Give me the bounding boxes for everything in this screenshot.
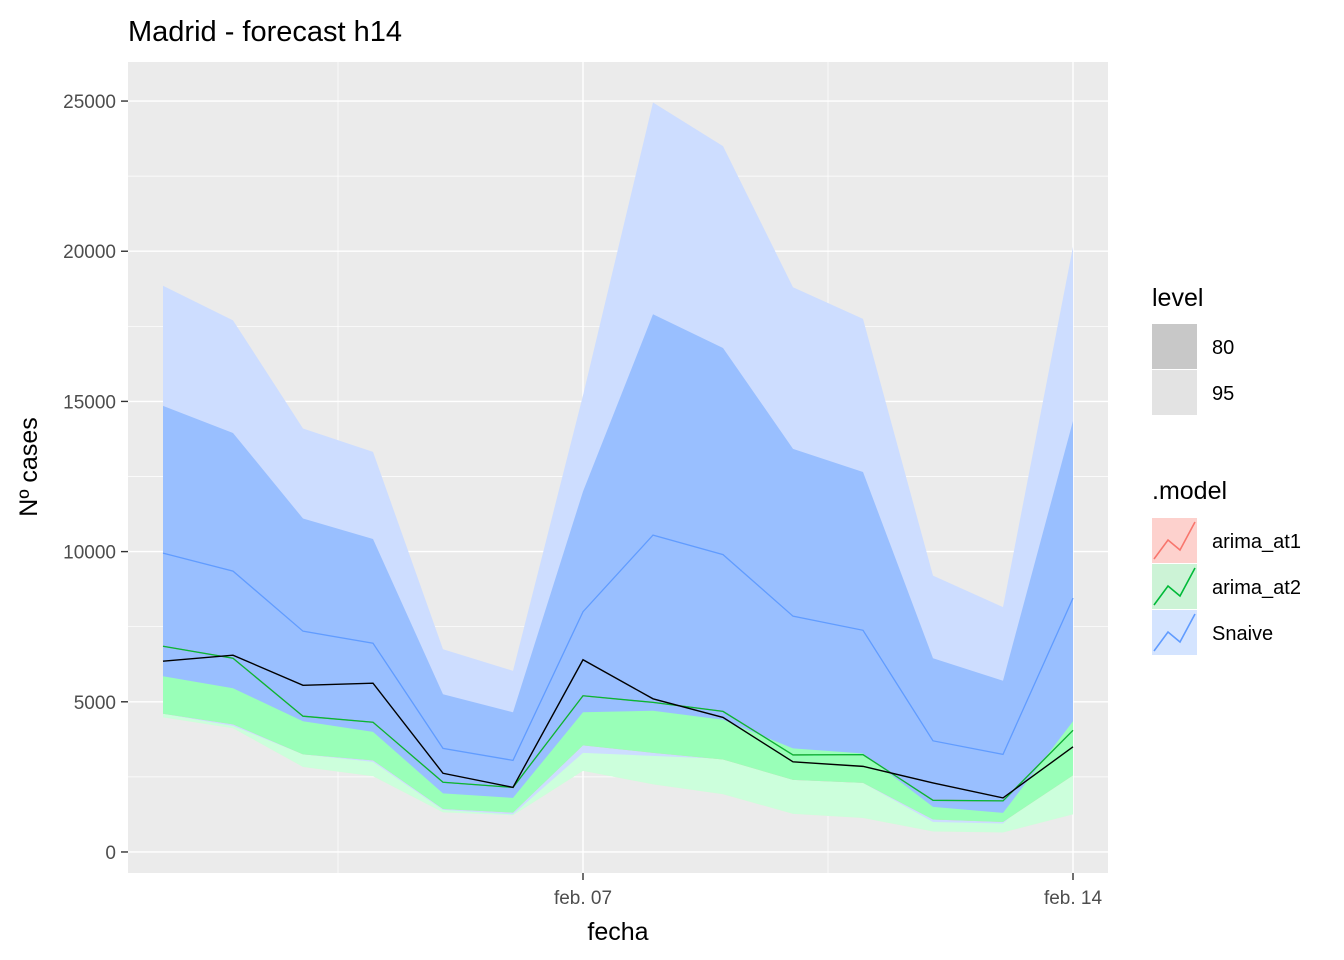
legend-key-fill: [1152, 610, 1197, 655]
y-tick-label: 25000: [63, 92, 116, 113]
legend-key-line: [1153, 521, 1196, 560]
legend-label-model: arima_at2: [1212, 577, 1301, 599]
line-snaive: [162, 534, 1074, 762]
forecast-intervals: [163, 102, 1073, 833]
y-tick-label: 0: [105, 843, 116, 864]
legend-key-level: [1152, 324, 1197, 369]
legend-key-level: [1152, 370, 1197, 415]
x-tick-label: feb. 07: [554, 888, 612, 909]
legend-key-line: [1153, 567, 1196, 606]
legend-title-model: .model: [1152, 477, 1227, 505]
forecast-lines: [162, 534, 1074, 802]
y-axis-title: Nº cases: [15, 417, 43, 516]
legend-key-fill: [1152, 518, 1197, 563]
legend-title-level: level: [1152, 284, 1203, 312]
y-tick-label: 20000: [63, 242, 116, 263]
y-tick-label: 15000: [63, 392, 116, 413]
legend-label-level: 95: [1212, 383, 1234, 405]
y-axis: 0 5000 10000 15000 20000 25000: [63, 92, 128, 864]
line-arima-at2: [162, 645, 1074, 802]
legend-label-model: Snaive: [1212, 623, 1273, 645]
x-tick-label: feb. 14: [1044, 888, 1103, 909]
x-axis-title: fecha: [587, 918, 648, 946]
legend-key-fill: [1152, 564, 1197, 609]
legend: level 80 95 .model arima_at1 arima_at2 Snaive: [1152, 284, 1301, 655]
y-tick-label: 10000: [63, 543, 116, 564]
y-tick-label: 5000: [74, 693, 116, 714]
band-p80-snaive: [163, 314, 1073, 813]
legend-label-model: arima_at1: [1212, 531, 1301, 553]
x-axis: feb. 07 feb. 14: [554, 873, 1103, 909]
chart-title: Madrid - forecast h14: [128, 16, 402, 48]
line-actual: [162, 654, 1074, 799]
legend-label-level: 80: [1212, 337, 1234, 359]
legend-key-line: [1153, 613, 1196, 652]
